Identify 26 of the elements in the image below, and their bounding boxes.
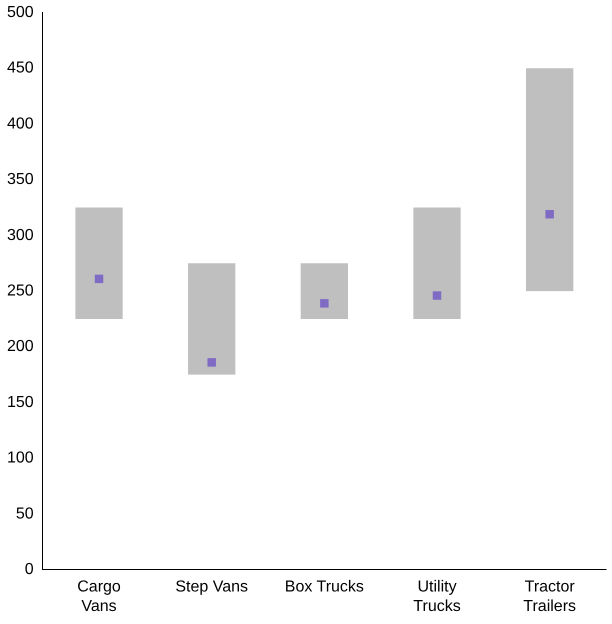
x-tick-label: Cargo Vans xyxy=(77,578,121,615)
point xyxy=(94,274,104,284)
y-tick-label: 200 xyxy=(6,338,34,356)
point xyxy=(320,299,329,308)
y-tick-label: 500 xyxy=(6,4,34,22)
y-tick-label: 0 xyxy=(24,561,34,578)
y-tick-label: 400 xyxy=(6,115,34,132)
bar xyxy=(75,208,123,319)
bar xyxy=(413,208,461,319)
point xyxy=(545,210,554,218)
bar xyxy=(188,263,236,375)
bar xyxy=(300,263,348,319)
x-tick-label: Step Vans xyxy=(175,578,248,596)
x-tick-label: Tractor Trailers xyxy=(523,578,576,615)
y-tick-label: 100 xyxy=(6,450,34,467)
y-tick-label: 150 xyxy=(6,394,34,411)
point xyxy=(207,358,216,367)
y-tick-label: 350 xyxy=(6,171,34,188)
point xyxy=(432,291,442,300)
bar xyxy=(526,68,574,292)
y-tick-label: 450 xyxy=(6,60,34,77)
y-tick-label: 250 xyxy=(6,282,34,300)
y-tick-label: 50 xyxy=(16,505,34,522)
x-tick-label: Box Trucks xyxy=(284,578,364,596)
y-tick-label: 300 xyxy=(6,226,34,244)
x-tick-label: Utility Trucks xyxy=(413,578,461,615)
